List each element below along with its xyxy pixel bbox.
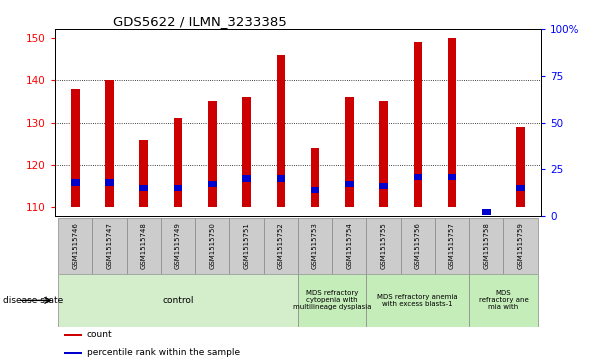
Bar bbox=[298, 274, 367, 327]
Bar bbox=[64, 352, 82, 354]
Bar bbox=[92, 218, 126, 274]
Bar bbox=[413, 42, 422, 208]
Bar bbox=[242, 175, 251, 182]
Bar bbox=[277, 175, 285, 182]
Bar bbox=[447, 174, 457, 180]
Bar bbox=[311, 148, 319, 208]
Bar bbox=[516, 185, 525, 191]
Bar bbox=[447, 37, 457, 208]
Text: percentile rank within the sample: percentile rank within the sample bbox=[87, 348, 240, 357]
Bar bbox=[401, 218, 435, 274]
Bar bbox=[345, 97, 354, 208]
Bar bbox=[174, 185, 182, 191]
Text: count: count bbox=[87, 330, 112, 339]
Bar bbox=[264, 218, 298, 274]
Bar bbox=[71, 89, 80, 208]
Bar bbox=[58, 218, 92, 274]
Text: GSM1515750: GSM1515750 bbox=[209, 223, 215, 269]
Bar bbox=[195, 218, 229, 274]
Text: GSM1515757: GSM1515757 bbox=[449, 223, 455, 269]
Text: GSM1515747: GSM1515747 bbox=[106, 223, 112, 269]
Text: MDS refractory
cytopenia with
multilineage dysplasia: MDS refractory cytopenia with multilinea… bbox=[293, 290, 371, 310]
Bar bbox=[139, 185, 148, 191]
Bar bbox=[413, 174, 422, 180]
Bar bbox=[161, 218, 195, 274]
Text: MDS
refractory ane
mia with: MDS refractory ane mia with bbox=[478, 290, 528, 310]
Bar bbox=[332, 218, 367, 274]
Text: GSM1515749: GSM1515749 bbox=[175, 223, 181, 269]
Bar bbox=[58, 274, 298, 327]
Text: GSM1515746: GSM1515746 bbox=[72, 223, 78, 269]
Bar bbox=[105, 80, 114, 208]
Text: MDS refractory anemia
with excess blasts-1: MDS refractory anemia with excess blasts… bbox=[378, 294, 458, 307]
Text: GSM1515754: GSM1515754 bbox=[347, 223, 352, 269]
Bar bbox=[516, 127, 525, 208]
Bar bbox=[71, 179, 80, 185]
Bar bbox=[482, 209, 491, 215]
Text: GSM1515753: GSM1515753 bbox=[312, 223, 318, 269]
Bar bbox=[208, 181, 216, 187]
Text: GSM1515752: GSM1515752 bbox=[278, 223, 284, 269]
Bar bbox=[379, 183, 388, 189]
Bar bbox=[367, 274, 469, 327]
Text: GSM1515748: GSM1515748 bbox=[141, 223, 147, 269]
Text: GSM1515759: GSM1515759 bbox=[517, 223, 523, 269]
Text: GSM1515755: GSM1515755 bbox=[381, 223, 387, 269]
Bar bbox=[105, 179, 114, 185]
Bar bbox=[367, 218, 401, 274]
Bar bbox=[503, 218, 537, 274]
Bar bbox=[229, 218, 264, 274]
Bar bbox=[469, 274, 537, 327]
Bar bbox=[242, 97, 251, 208]
Bar bbox=[311, 187, 319, 193]
Bar bbox=[379, 101, 388, 208]
Text: GSM1515756: GSM1515756 bbox=[415, 223, 421, 269]
Bar bbox=[208, 101, 216, 208]
Text: control: control bbox=[162, 296, 194, 305]
Bar bbox=[345, 181, 354, 187]
Text: GSM1515758: GSM1515758 bbox=[483, 223, 489, 269]
Bar bbox=[277, 54, 285, 208]
Bar bbox=[64, 334, 82, 336]
Bar bbox=[435, 218, 469, 274]
Bar bbox=[174, 118, 182, 208]
Text: disease state: disease state bbox=[3, 296, 63, 305]
Bar bbox=[469, 218, 503, 274]
Bar bbox=[139, 139, 148, 208]
Bar bbox=[298, 218, 332, 274]
Text: GDS5622 / ILMN_3233385: GDS5622 / ILMN_3233385 bbox=[113, 15, 287, 28]
Text: GSM1515751: GSM1515751 bbox=[244, 223, 249, 269]
Bar bbox=[126, 218, 161, 274]
